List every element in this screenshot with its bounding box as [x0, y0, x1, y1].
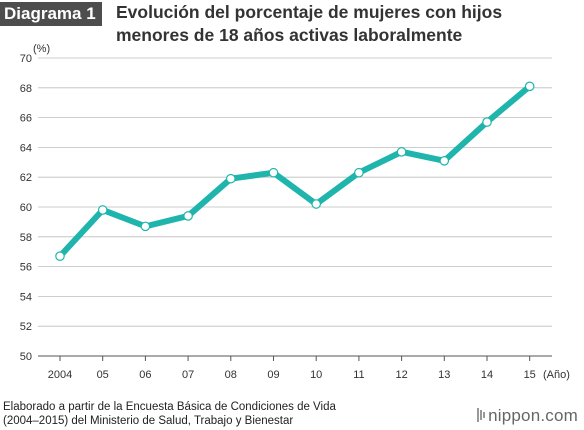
- source-line-1: Elaborado a partir de la Encuesta Básica…: [3, 401, 336, 413]
- x-tick-label: 07: [182, 369, 194, 381]
- x-tick-label: 08: [225, 369, 237, 381]
- data-point: [183, 211, 193, 221]
- y-tick-label: 50: [20, 351, 32, 363]
- x-tick-label: 12: [395, 369, 407, 381]
- axis-layer: [59, 356, 531, 361]
- x-tick-label: 09: [267, 369, 279, 381]
- series-line: [57, 83, 533, 260]
- y-tick-label: 66: [20, 113, 32, 125]
- data-point: [97, 205, 108, 215]
- data-point: [439, 156, 450, 166]
- y-tick-label: 54: [20, 291, 32, 303]
- grid-layer: [38, 57, 552, 357]
- figure-badge: Diagrama 1: [0, 2, 102, 26]
- data-point: [140, 221, 151, 232]
- y-tick-label: 62: [20, 172, 32, 184]
- y-tick-label: 68: [20, 83, 32, 95]
- y-tick-label: 58: [20, 232, 32, 244]
- y-axis-unit: (%): [33, 43, 50, 55]
- x-tick-label: 06: [139, 369, 151, 381]
- data-point: [55, 251, 65, 261]
- x-tick-label: 13: [438, 369, 450, 381]
- x-tick-label: 2004: [48, 369, 72, 381]
- x-tick-label: 10: [310, 369, 322, 381]
- y-tick-label: 52: [20, 321, 32, 333]
- label-layer: 50 52 54 56 58 60 62 64 66 68 70(%) 2004 05 06 07 08 09 1…: [20, 43, 570, 381]
- data-point: [482, 117, 492, 127]
- line-chart: 50 52 54 56 58 60 62 64 66 68 70(%) 2004 05 06 07 08 09 1…: [20, 43, 570, 381]
- brand-logo: nippon.com: [477, 406, 578, 426]
- nippon-logo-icon: [477, 408, 486, 422]
- data-point: [268, 167, 279, 178]
- data-point: [524, 81, 535, 92]
- brand-name: nippon.com: [488, 406, 578, 425]
- x-tick-label: 05: [97, 369, 109, 381]
- source-line-2: (2004–2015) del Ministerio de Salud, Tra…: [3, 415, 294, 427]
- series-layer: [55, 81, 535, 261]
- y-tick-label: 56: [20, 262, 32, 274]
- x-tick-label: 14: [481, 369, 493, 381]
- y-tick-label: 60: [20, 202, 32, 214]
- x-tick-label: 15: [524, 369, 536, 381]
- source-note: Elaborado a partir de la Encuesta Básica…: [3, 400, 336, 428]
- data-point: [226, 173, 236, 184]
- data-point: [396, 147, 407, 157]
- chart-title: Evolución del porcentaje de mujeres con …: [116, 2, 503, 45]
- x-tick-label: 11: [353, 369, 364, 381]
- data-point: [354, 167, 364, 178]
- x-axis-unit: (Año): [543, 369, 570, 381]
- y-tick-label: 70: [20, 53, 32, 65]
- y-tick-label: 64: [20, 142, 32, 154]
- data-point: [311, 199, 321, 209]
